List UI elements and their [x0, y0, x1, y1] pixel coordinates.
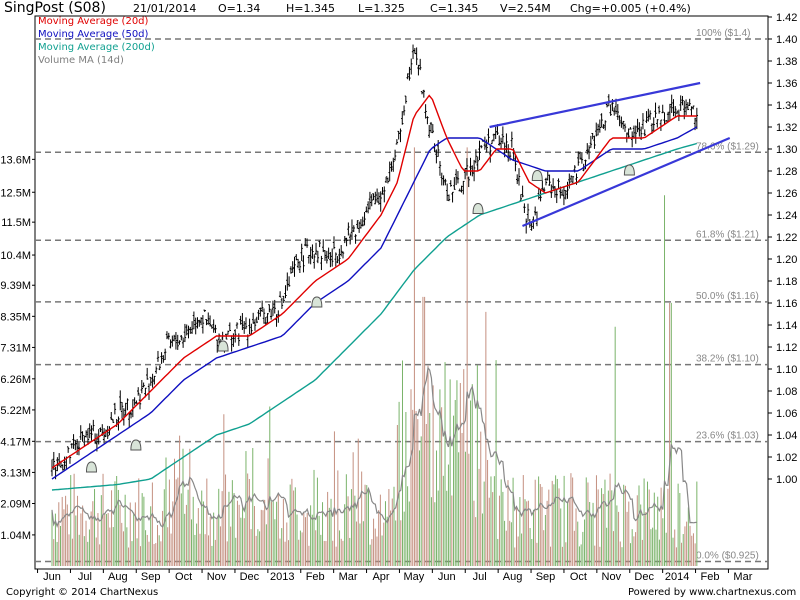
plot-frame	[34, 15, 769, 570]
ma50-line	[51, 126, 698, 480]
fibonacci-label: 78.6% ($1.29)	[696, 141, 759, 152]
volume-tick-label: 1.04M	[0, 530, 31, 542]
ma200-line	[51, 142, 697, 491]
month-tick-label: Mar	[339, 571, 358, 583]
month-tick-label: Aug	[503, 571, 523, 583]
month-tick-label: Nov	[602, 571, 622, 583]
volume-tick-label: 5.22M	[0, 405, 31, 417]
month-tick-label: Aug	[108, 571, 128, 583]
header-change: Chg=+0.005 (+0.4%)	[570, 2, 691, 15]
month-tick-label: Oct	[175, 571, 192, 583]
volume-tick-label: 13.6M	[0, 154, 31, 166]
month-tick-label: Jul	[473, 571, 487, 583]
month-tick-label: Jun	[43, 571, 61, 583]
volume-tick-label: 10.4M	[0, 250, 31, 262]
alert-bell-icon	[130, 439, 142, 451]
powered-by-text: Powered by www.chartnexus.com	[628, 587, 797, 598]
alert-bell-icon	[311, 296, 323, 308]
trendline	[522, 136, 731, 228]
fibonacci-label: 61.8% ($1.21)	[696, 229, 759, 240]
alert-bell-icon	[472, 202, 484, 214]
month-tick-label: Jun	[438, 571, 456, 583]
volume-tick-label: 7.31M	[0, 342, 31, 354]
alert-bell-icon	[85, 461, 97, 473]
legend-ma200: Moving Average (200d)	[38, 42, 155, 53]
price-tick-label: 1.20	[776, 254, 797, 266]
price-tick-label: 1.22	[776, 232, 797, 244]
price-tick-label: 1.42	[776, 12, 797, 24]
price-tick-label: 1.06	[776, 408, 797, 420]
price-tick-label: 1.04	[776, 430, 797, 442]
volume-tick-label: 12.5M	[0, 187, 31, 199]
volume-tick-label: 8.35M	[0, 311, 31, 323]
price-tick-label: 1.34	[776, 100, 797, 112]
header-close: C=1.345	[430, 2, 479, 15]
alert-bell-icon	[531, 169, 543, 181]
legend-volume-ma: Volume MA (14d)	[38, 55, 124, 66]
price-tick-label: 1.30	[776, 144, 797, 156]
month-tick-label: Apr	[372, 571, 389, 583]
price-tick-label: 1.16	[776, 298, 797, 310]
fibonacci-label: 23.6% ($1.03)	[696, 431, 759, 442]
volume-tick-label: 11.5M	[1, 217, 31, 229]
price-tick-label: 1.14	[776, 320, 797, 332]
price-tick-label: 1.40	[776, 34, 797, 46]
month-tick-label: Sep	[536, 571, 556, 583]
fibonacci-label: 38.2% ($1.10)	[696, 354, 759, 365]
month-tick-label: Mar	[733, 571, 752, 583]
header-open: O=1.34	[218, 2, 261, 15]
volume-tick-label: 9.39M	[0, 280, 31, 292]
legend-ma20: Moving Average (20d)	[38, 16, 149, 27]
volume-tick-label: 6.26M	[0, 374, 31, 386]
price-tick-label: 1.26	[776, 188, 797, 200]
price-tick-label: 1.24	[776, 210, 797, 222]
price-tick-label: 1.18	[776, 276, 797, 288]
trendline	[489, 81, 701, 129]
alert-bell-icon	[623, 164, 635, 176]
month-tick-label: Dec	[634, 571, 654, 583]
header-high: H=1.345	[286, 2, 335, 15]
legend-ma50: Moving Average (50d)	[38, 29, 149, 40]
fibonacci-label: 0.0% ($0.925)	[696, 551, 759, 562]
month-tick-label: Feb	[306, 571, 325, 583]
fibonacci-label: 50.0% ($1.16)	[696, 291, 759, 302]
copyright-text: Copyright © 2014 ChartNexus	[6, 587, 159, 598]
month-tick-label: Sep	[141, 571, 161, 583]
price-tick-label: 1.08	[776, 386, 797, 398]
month-tick-label: Oct	[570, 571, 587, 583]
month-tick-label: Nov	[207, 571, 227, 583]
ma20-line	[51, 94, 697, 469]
month-tick-label: Jul	[78, 571, 92, 583]
header-volume: V=2.54M	[500, 2, 551, 15]
month-tick-label: May	[404, 571, 425, 583]
stock-name: SingPost (S08)	[4, 0, 106, 16]
price-tick-label: 1.10	[776, 364, 797, 376]
price-tick-label: 1.12	[776, 342, 797, 354]
month-tick-label: 2014	[665, 571, 689, 583]
volume-ma-line	[51, 366, 697, 528]
volume-tick-label: 3.13M	[0, 467, 31, 479]
volume-tick-label: 2.09M	[0, 499, 31, 511]
price-tick-label: 1.02	[776, 452, 797, 464]
header-low: L=1.325	[358, 2, 405, 15]
price-tick-label: 1.32	[776, 122, 797, 134]
header-date: 21/01/2014	[133, 2, 197, 15]
fibonacci-label: 100% ($1.4)	[696, 28, 750, 39]
price-tick-label: 1.36	[776, 78, 797, 90]
alert-bell-icon	[217, 340, 229, 352]
price-tick-label: 1.38	[776, 56, 797, 68]
price-tick-label: 1.00	[776, 474, 797, 486]
month-tick-label: Feb	[701, 571, 720, 583]
volume-tick-label: 4.17M	[0, 436, 31, 448]
month-tick-label: 2013	[270, 571, 294, 583]
price-tick-label: 1.28	[776, 166, 797, 178]
month-tick-label: Dec	[240, 571, 260, 583]
